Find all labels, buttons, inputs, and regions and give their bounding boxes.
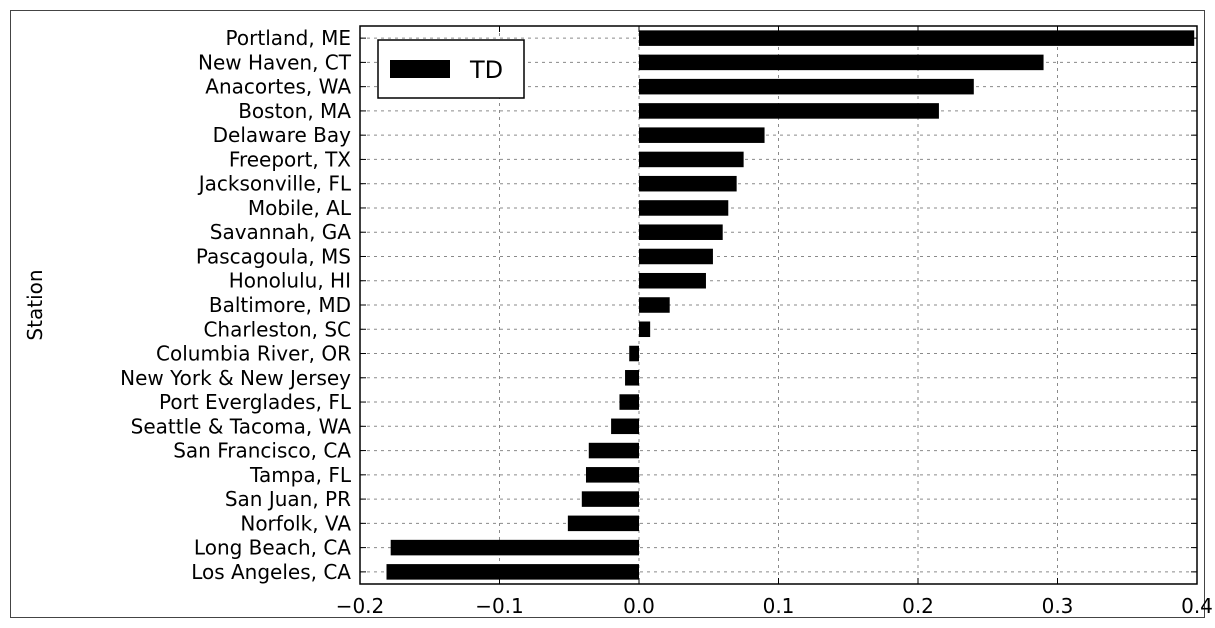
x-tick-label: 0.3 [1042, 594, 1074, 618]
x-tick-labels: −0.2 −0.1 0.0 0.1 0.2 0.3 0.4 [336, 594, 1213, 618]
legend-label: TD [469, 56, 503, 84]
legend: TD [377, 39, 525, 99]
bars [386, 30, 1195, 580]
y-tick-label: Delaware Bay [213, 123, 352, 147]
bar [619, 394, 639, 410]
y-tick-label: Port Everglades, FL [159, 390, 352, 414]
bar [639, 321, 651, 338]
bar [585, 467, 639, 483]
bar [639, 151, 744, 168]
bar [639, 248, 713, 265]
bar [639, 54, 1044, 71]
bar [390, 539, 639, 556]
bar [567, 515, 639, 532]
x-tick-label: 0.2 [902, 594, 934, 618]
y-tick-label: Pascagoula, MS [196, 244, 351, 268]
bar [639, 78, 974, 95]
bar [629, 345, 639, 362]
bar [639, 200, 729, 216]
bar [611, 418, 639, 435]
x-tick-label: 0.0 [623, 594, 655, 618]
bar [639, 272, 706, 289]
y-tick-label: Columbia River, OR [156, 342, 351, 366]
x-tick-label: −0.2 [336, 594, 385, 618]
y-tick-label: Charleston, SC [203, 317, 351, 341]
bar [625, 370, 639, 386]
bar [581, 491, 639, 507]
x-tick-label: 0.4 [1181, 594, 1213, 618]
y-tick-label: Boston, MA [238, 99, 351, 123]
y-tick-label: Long Beach, CA [194, 536, 351, 560]
y-tick-label: New Haven, CT [198, 50, 352, 74]
bar [639, 127, 765, 143]
ticks [359, 26, 1198, 584]
y-tick-label: Honolulu, HI [229, 269, 351, 293]
bar [386, 564, 639, 580]
y-tick-label: San Francisco, CA [173, 439, 351, 463]
y-tick-label: Portland, ME [226, 26, 351, 50]
y-tick-label: Savannah, GA [210, 220, 352, 244]
y-tick-label: Los Angeles, CA [191, 560, 351, 584]
bar [639, 297, 670, 313]
y-tick-label: San Juan, PR [225, 487, 351, 511]
bar [639, 224, 723, 240]
y-tick-label: Freeport, TX [229, 147, 351, 171]
x-tick-label: 0.1 [763, 594, 795, 618]
bar [639, 30, 1195, 46]
y-tick-label: Jacksonville, FL [197, 172, 352, 196]
y-tick-label: Tampa, FL [249, 463, 352, 487]
bar [639, 175, 737, 192]
y-tick-label: Anacortes, WA [205, 75, 351, 99]
bar [639, 103, 939, 119]
y-tick-label: Mobile, AL [248, 196, 352, 220]
x-tick-label: −0.1 [475, 594, 524, 618]
y-tick-label: Seattle & Tacoma, WA [131, 414, 352, 438]
legend-swatch [390, 60, 450, 78]
y-tick-label: Baltimore, MD [209, 293, 351, 317]
y-tick-label: Norfolk, VA [240, 511, 351, 535]
bar [588, 442, 639, 459]
y-tick-label: New York & New Jersey [120, 366, 351, 390]
y-axis-label: Station [23, 269, 47, 340]
